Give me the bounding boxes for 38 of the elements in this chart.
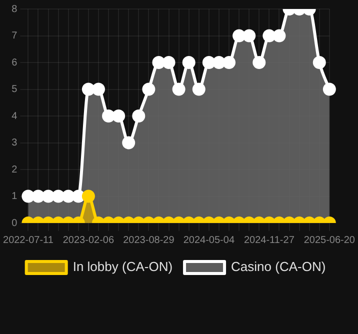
y-tick-label: 3 bbox=[12, 138, 18, 148]
point bbox=[142, 82, 156, 96]
point bbox=[252, 56, 266, 69]
point bbox=[222, 56, 236, 69]
y-tick-label: 4 bbox=[12, 110, 18, 122]
x-tick-label: 2025-06-20 bbox=[304, 234, 356, 246]
y-tick-label: 6 bbox=[12, 57, 18, 68]
y-tick-label: 8 bbox=[12, 4, 18, 15]
point bbox=[102, 110, 116, 122]
x-tick-label: 2022-07-11 bbox=[2, 234, 54, 246]
point bbox=[162, 56, 176, 69]
point bbox=[262, 29, 276, 42]
y-tick-label: 0 bbox=[12, 218, 18, 229]
point bbox=[132, 110, 146, 122]
y-tick-label: 2 bbox=[12, 164, 18, 176]
point bbox=[242, 29, 256, 42]
point bbox=[172, 82, 186, 96]
point bbox=[202, 56, 216, 69]
point bbox=[92, 82, 105, 96]
x-tick-label: 2024-11-27 bbox=[244, 234, 295, 246]
x-tick-label: 2024-05-04 bbox=[183, 234, 235, 246]
point bbox=[322, 82, 336, 96]
x-tick-label: 2023-08-29 bbox=[123, 234, 175, 246]
point bbox=[232, 29, 246, 42]
point bbox=[212, 56, 226, 69]
point bbox=[312, 56, 326, 69]
y-tick-label: 7 bbox=[12, 30, 18, 42]
legend-label: Casino (CA-ON) bbox=[231, 259, 326, 274]
y-tick-label: 5 bbox=[12, 84, 18, 95]
point bbox=[152, 56, 166, 69]
x-tick-label: 2023-02-06 bbox=[62, 234, 114, 246]
legend-label: In lobby (CA-ON) bbox=[72, 259, 173, 274]
point bbox=[272, 29, 286, 42]
point bbox=[112, 110, 126, 122]
y-tick-label: 1 bbox=[12, 191, 18, 202]
point bbox=[192, 82, 206, 96]
point bbox=[82, 82, 95, 96]
point bbox=[182, 56, 196, 69]
